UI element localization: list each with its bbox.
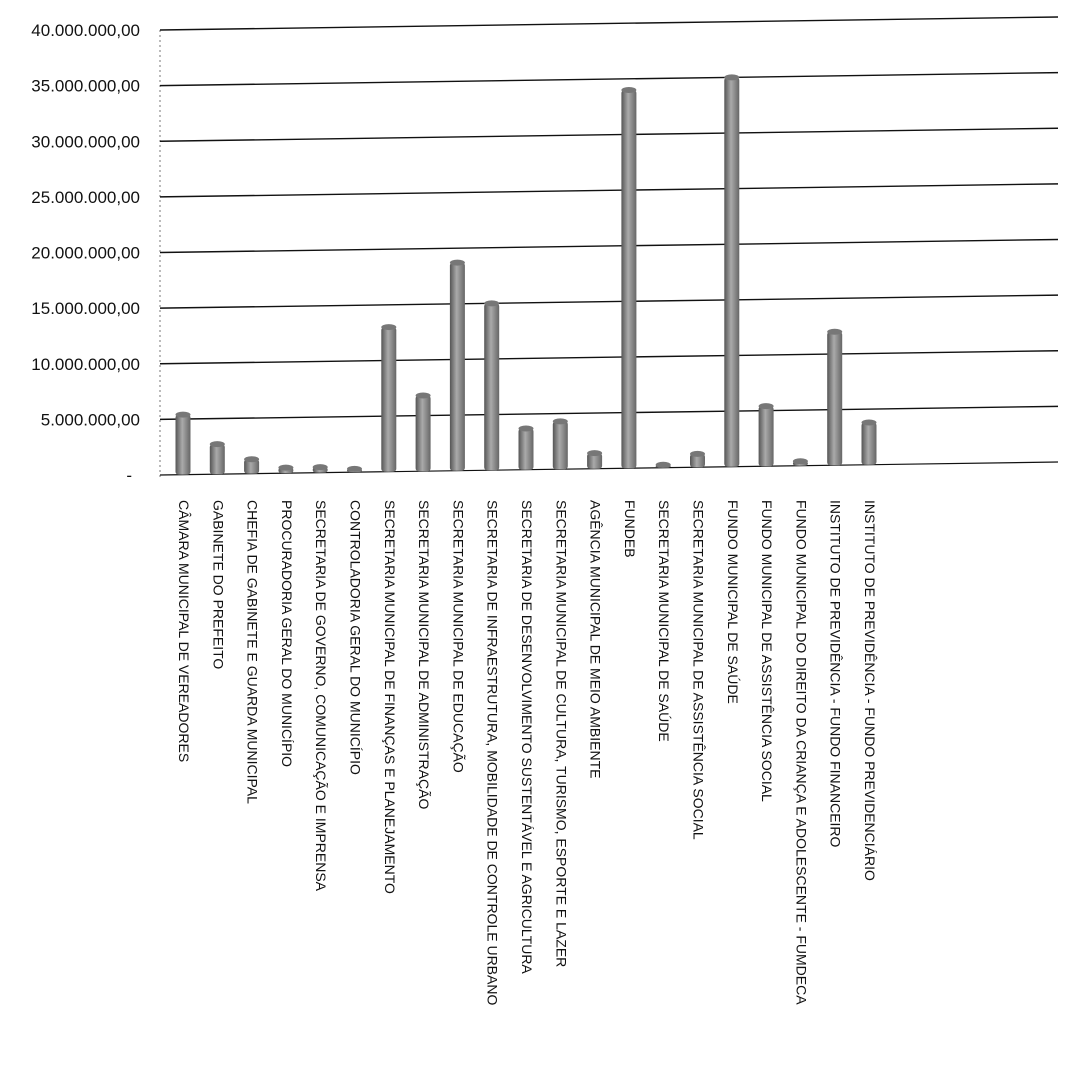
bar-cap [484, 300, 500, 307]
category-labels: CÂMARA MUNICIPAL DE VEREADORES GABINETE D… [176, 500, 878, 1005]
gridline [159, 16, 1059, 31]
bar [587, 453, 603, 469]
gridline [159, 183, 1059, 198]
bar [381, 327, 397, 472]
gridline [159, 405, 1059, 421]
y-axis-ticks: - 5.000.000,00 10.000.000,00 15.000.000,00 2… [31, 21, 140, 485]
category-label: SECRETARIA MUNICIPAL DE ADMINISTRAÇÃO [416, 500, 432, 809]
gridline [159, 461, 1059, 476]
bar [175, 414, 191, 475]
gridline [159, 71, 1059, 87]
bar-cap [827, 328, 843, 335]
category-label: SECRETARIA MUNICIPAL DE SAÚDE [656, 500, 672, 742]
category-label: CÂMARA MUNICIPAL DE VEREADORES [176, 500, 192, 762]
category-label: FUNDO MUNICIPAL DE SAÚDE [725, 500, 741, 704]
bar [861, 422, 877, 465]
bar-cap [518, 425, 534, 432]
category-label: FUNDO MUNICIPAL DO DIREITO DA CRIANÇA E … [793, 500, 809, 1005]
bars [175, 74, 877, 475]
gridline [159, 238, 1059, 254]
category-label: AGÊNCIA MUNICIPAL DE MEIO AMBIENTE [588, 500, 604, 779]
category-label: SECRETARIA MUNICIPAL DE CULTURA, TURISMO… [553, 500, 569, 967]
bar [518, 428, 534, 470]
y-tick-label: 25.000.000,00 [31, 188, 140, 207]
y-tick-label: 20.000.000,00 [31, 244, 140, 263]
gridline [159, 127, 1059, 142]
y-tick-label: 5.000.000,00 [41, 410, 140, 429]
bar-cap [587, 450, 603, 457]
bar-cap [347, 465, 362, 472]
bar [827, 331, 843, 466]
y-tick-label: 15.000.000,00 [31, 299, 140, 318]
category-label: SECRETARIA MUNICIPAL DE EDUCAÇÃO [450, 500, 466, 773]
y-tick-label: 10.000.000,00 [31, 355, 140, 374]
bar-cap [690, 450, 705, 457]
bar-cap [312, 464, 328, 471]
bar [449, 262, 465, 471]
bar-cap [209, 441, 225, 448]
bar-cap [415, 392, 431, 399]
category-label: SECRETARIA DE INFRAESTRUTURA, MOBILIDADE… [485, 500, 501, 1005]
category-label: CONTROLADORIA GERAL DO MUNICÍPIO [348, 500, 364, 775]
category-label: SECRETARIA DE DESENVOLVIMENTO SUSTENTÁVE… [519, 500, 535, 974]
category-label: SECRETARIA DE GOVERNO, COMUNICAÇÃO E IMP… [313, 500, 329, 892]
gridlines [159, 16, 1059, 476]
bar-cap [758, 403, 774, 410]
gridline [159, 294, 1059, 309]
bar-cap [244, 456, 260, 463]
bar [209, 444, 225, 475]
bar [690, 453, 705, 468]
category-label: CHEFIA DE GABINETE E GUARDA MUNICIPAL [245, 500, 261, 804]
y-tick-label: 35.000.000,00 [31, 77, 140, 96]
bar-cap [278, 464, 294, 471]
bar-cap [861, 419, 877, 426]
y-tick-label: - [126, 466, 132, 485]
bar [552, 421, 568, 470]
bar-cap [792, 458, 808, 465]
bar-cap [724, 74, 740, 81]
y-tick-label: 40.000.000,00 [31, 21, 140, 40]
category-label: SECRETARIA MUNICIPAL DE ASSISTÊNCIA SOCI… [691, 500, 707, 840]
bar [758, 406, 774, 467]
category-label: GABINETE DO PREFEITO [210, 500, 226, 669]
bar-cap [449, 259, 465, 266]
bar-cap [655, 461, 671, 468]
bar-cap [175, 411, 191, 418]
category-label: INSTITUTO DE PREVIDÊNCIA - FUNDO FINANCE… [828, 500, 844, 848]
category-label: FUNDO MUNICIPAL DE ASSISTÊNCIA SOCIAL [759, 500, 775, 802]
category-label: INSTITUTO DE PREVIDÊNCIA - FUNDO PREVIDE… [862, 500, 878, 881]
y-tick-label: 30.000.000,00 [31, 132, 140, 151]
bar [244, 459, 260, 474]
category-label: SECRETARIA MUNICIPAL DE FINANÇAS E PLANE… [382, 500, 398, 894]
bar [484, 303, 500, 471]
bar-cap [552, 418, 568, 425]
bar [724, 77, 740, 467]
bar [621, 89, 637, 469]
bar-cap [621, 86, 637, 93]
bar-cap [381, 324, 397, 331]
category-label: PROCURADORIA GERAL DO MUNICÍPIO [279, 500, 295, 767]
gridline [159, 350, 1059, 365]
bar [415, 395, 431, 472]
category-label: FUNDEB [622, 500, 638, 558]
